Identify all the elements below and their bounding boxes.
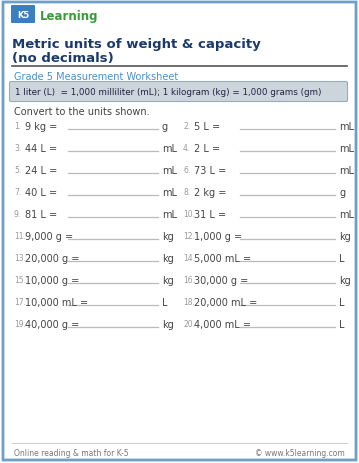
Text: 5,000 mL =: 5,000 mL = [194, 253, 251, 263]
Text: 5 L =: 5 L = [194, 122, 220, 131]
Text: 2 kg =: 2 kg = [194, 188, 227, 198]
Text: 9.: 9. [14, 210, 21, 219]
Text: 20,000 mL =: 20,000 mL = [194, 297, 257, 307]
Text: 4.: 4. [183, 144, 190, 153]
FancyBboxPatch shape [9, 82, 348, 102]
Text: kg: kg [162, 232, 174, 242]
Text: kg: kg [162, 253, 174, 263]
Text: 7.: 7. [14, 188, 21, 197]
Text: 9 kg =: 9 kg = [25, 122, 57, 131]
Text: g: g [339, 188, 345, 198]
Text: Grade 5 Measurement Worksheet: Grade 5 Measurement Worksheet [14, 72, 178, 82]
Text: mL: mL [339, 144, 354, 154]
Text: mL: mL [162, 210, 177, 219]
Text: 1,000 g =: 1,000 g = [194, 232, 242, 242]
Text: 12.: 12. [183, 232, 195, 240]
Text: 40,000 g =: 40,000 g = [25, 319, 79, 329]
Text: (no decimals): (no decimals) [12, 52, 114, 65]
Text: 20.: 20. [183, 319, 195, 328]
Text: 20,000 g =: 20,000 g = [25, 253, 79, 263]
Text: 2 L =: 2 L = [194, 144, 220, 154]
Text: 81 L =: 81 L = [25, 210, 57, 219]
Text: 3.: 3. [14, 144, 21, 153]
Text: kg: kg [162, 275, 174, 285]
Text: g: g [162, 122, 168, 131]
Text: 8.: 8. [183, 188, 190, 197]
Text: L: L [339, 297, 345, 307]
Text: 9,000 g =: 9,000 g = [25, 232, 73, 242]
Text: 10,000 g =: 10,000 g = [25, 275, 79, 285]
Text: mL: mL [339, 166, 354, 175]
Text: Online reading & math for K-5: Online reading & math for K-5 [14, 448, 129, 457]
Text: L: L [339, 253, 345, 263]
Text: 31 L =: 31 L = [194, 210, 226, 219]
Text: 10.: 10. [183, 210, 195, 219]
Text: mL: mL [162, 188, 177, 198]
Text: Metric units of weight & capacity: Metric units of weight & capacity [12, 38, 261, 51]
Text: kg: kg [339, 275, 351, 285]
Text: mL: mL [162, 144, 177, 154]
Text: 14.: 14. [183, 253, 195, 263]
Text: mL: mL [339, 122, 354, 131]
Text: 15.: 15. [14, 275, 26, 284]
Text: L: L [339, 319, 345, 329]
Text: 1 liter (L)  = 1,000 milliliter (mL); 1 kilogram (kg) = 1,000 grams (gm): 1 liter (L) = 1,000 milliliter (mL); 1 k… [15, 88, 322, 97]
Text: 73 L =: 73 L = [194, 166, 226, 175]
Text: 4,000 mL =: 4,000 mL = [194, 319, 251, 329]
Text: 5.: 5. [14, 166, 21, 175]
Text: mL: mL [162, 166, 177, 175]
FancyBboxPatch shape [11, 6, 35, 24]
FancyBboxPatch shape [3, 3, 356, 460]
Text: 19.: 19. [14, 319, 26, 328]
Text: 6.: 6. [183, 166, 190, 175]
Text: kg: kg [339, 232, 351, 242]
Text: L: L [162, 297, 168, 307]
Text: Convert to the units shown.: Convert to the units shown. [14, 107, 150, 117]
Text: 44 L =: 44 L = [25, 144, 57, 154]
Text: K5: K5 [17, 11, 29, 19]
Text: kg: kg [162, 319, 174, 329]
Text: 11.: 11. [14, 232, 26, 240]
Text: © www.k5learning.com: © www.k5learning.com [255, 448, 345, 457]
Text: 13.: 13. [14, 253, 26, 263]
Text: 40 L =: 40 L = [25, 188, 57, 198]
Text: 1.: 1. [14, 122, 21, 131]
Text: 10,000 mL =: 10,000 mL = [25, 297, 88, 307]
Text: mL: mL [339, 210, 354, 219]
Text: 16.: 16. [183, 275, 195, 284]
Text: 2.: 2. [183, 122, 190, 131]
Text: 30,000 g =: 30,000 g = [194, 275, 248, 285]
Text: 24 L =: 24 L = [25, 166, 57, 175]
Text: Learning: Learning [40, 10, 98, 23]
Text: 18.: 18. [183, 297, 195, 307]
Text: 17.: 17. [14, 297, 26, 307]
